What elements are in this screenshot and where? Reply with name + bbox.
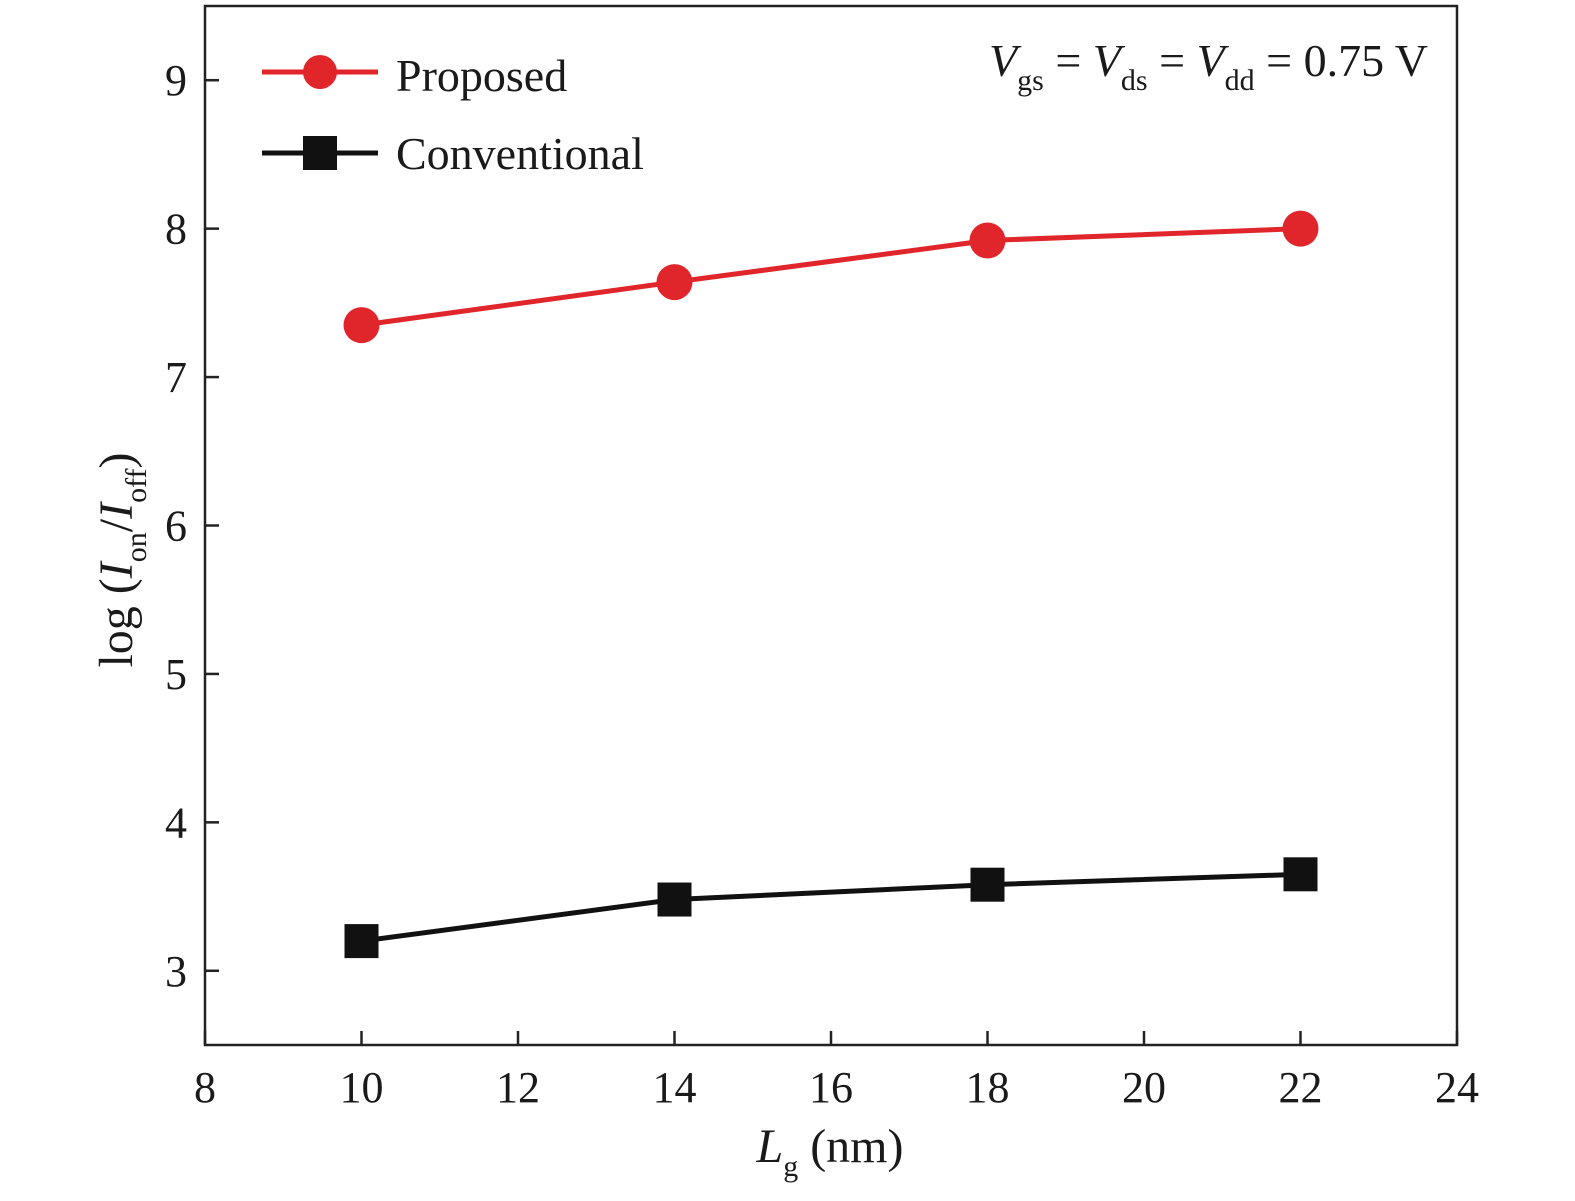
y-tick-label: 8: [165, 205, 187, 254]
data-point-proposed: [1282, 210, 1319, 247]
y-tick-label: 5: [165, 650, 187, 699]
x-tick-label: 14: [653, 1063, 697, 1112]
x-tick-label: 8: [194, 1063, 216, 1112]
y-tick-label: 9: [165, 56, 187, 105]
data-point-conventional: [344, 924, 379, 959]
x-tick-label: 12: [496, 1063, 540, 1112]
x-tick-label: 18: [966, 1063, 1010, 1112]
data-point-proposed: [656, 264, 693, 301]
bias-condition-annotation: Vgs = Vds = Vdd = 0.75 V: [989, 35, 1428, 97]
plot-frame: [203, 4, 1459, 1047]
x-tick-label: 10: [340, 1063, 384, 1112]
series-line-proposed: [361, 226, 1301, 328]
legend: Proposed Conventional: [262, 50, 644, 179]
y-tick-label: 3: [165, 947, 187, 996]
x-tick-label: 20: [1122, 1063, 1166, 1112]
x-tick-label: 24: [1435, 1063, 1479, 1112]
series-layer: [343, 210, 1319, 959]
data-point-conventional: [657, 882, 692, 917]
data-point-conventional: [1283, 857, 1318, 892]
legend-marker-proposed: [303, 55, 337, 89]
legend-label-proposed: Proposed: [396, 50, 567, 101]
data-point-proposed: [343, 307, 380, 344]
x-axis-title: Lg (nm): [755, 1120, 903, 1183]
y-tick-label: 7: [165, 353, 187, 402]
data-point-conventional: [970, 867, 1005, 902]
x-tick-label: 22: [1279, 1063, 1323, 1112]
y-tick-label: 6: [165, 502, 187, 551]
data-point-proposed: [969, 222, 1006, 259]
y-tick-label: 4: [165, 798, 187, 847]
y-axis-title: log (Ion/Ioff): [90, 452, 153, 667]
legend-label-conventional: Conventional: [396, 128, 644, 179]
series-line-conventional: [361, 871, 1301, 944]
x-tick-label: 16: [809, 1063, 853, 1112]
axis-ticks: 8 10 12 14 16 18 20 22 24 3 4 5 6 7 8 9: [165, 56, 1479, 1112]
legend-marker-conventional: [303, 136, 337, 170]
